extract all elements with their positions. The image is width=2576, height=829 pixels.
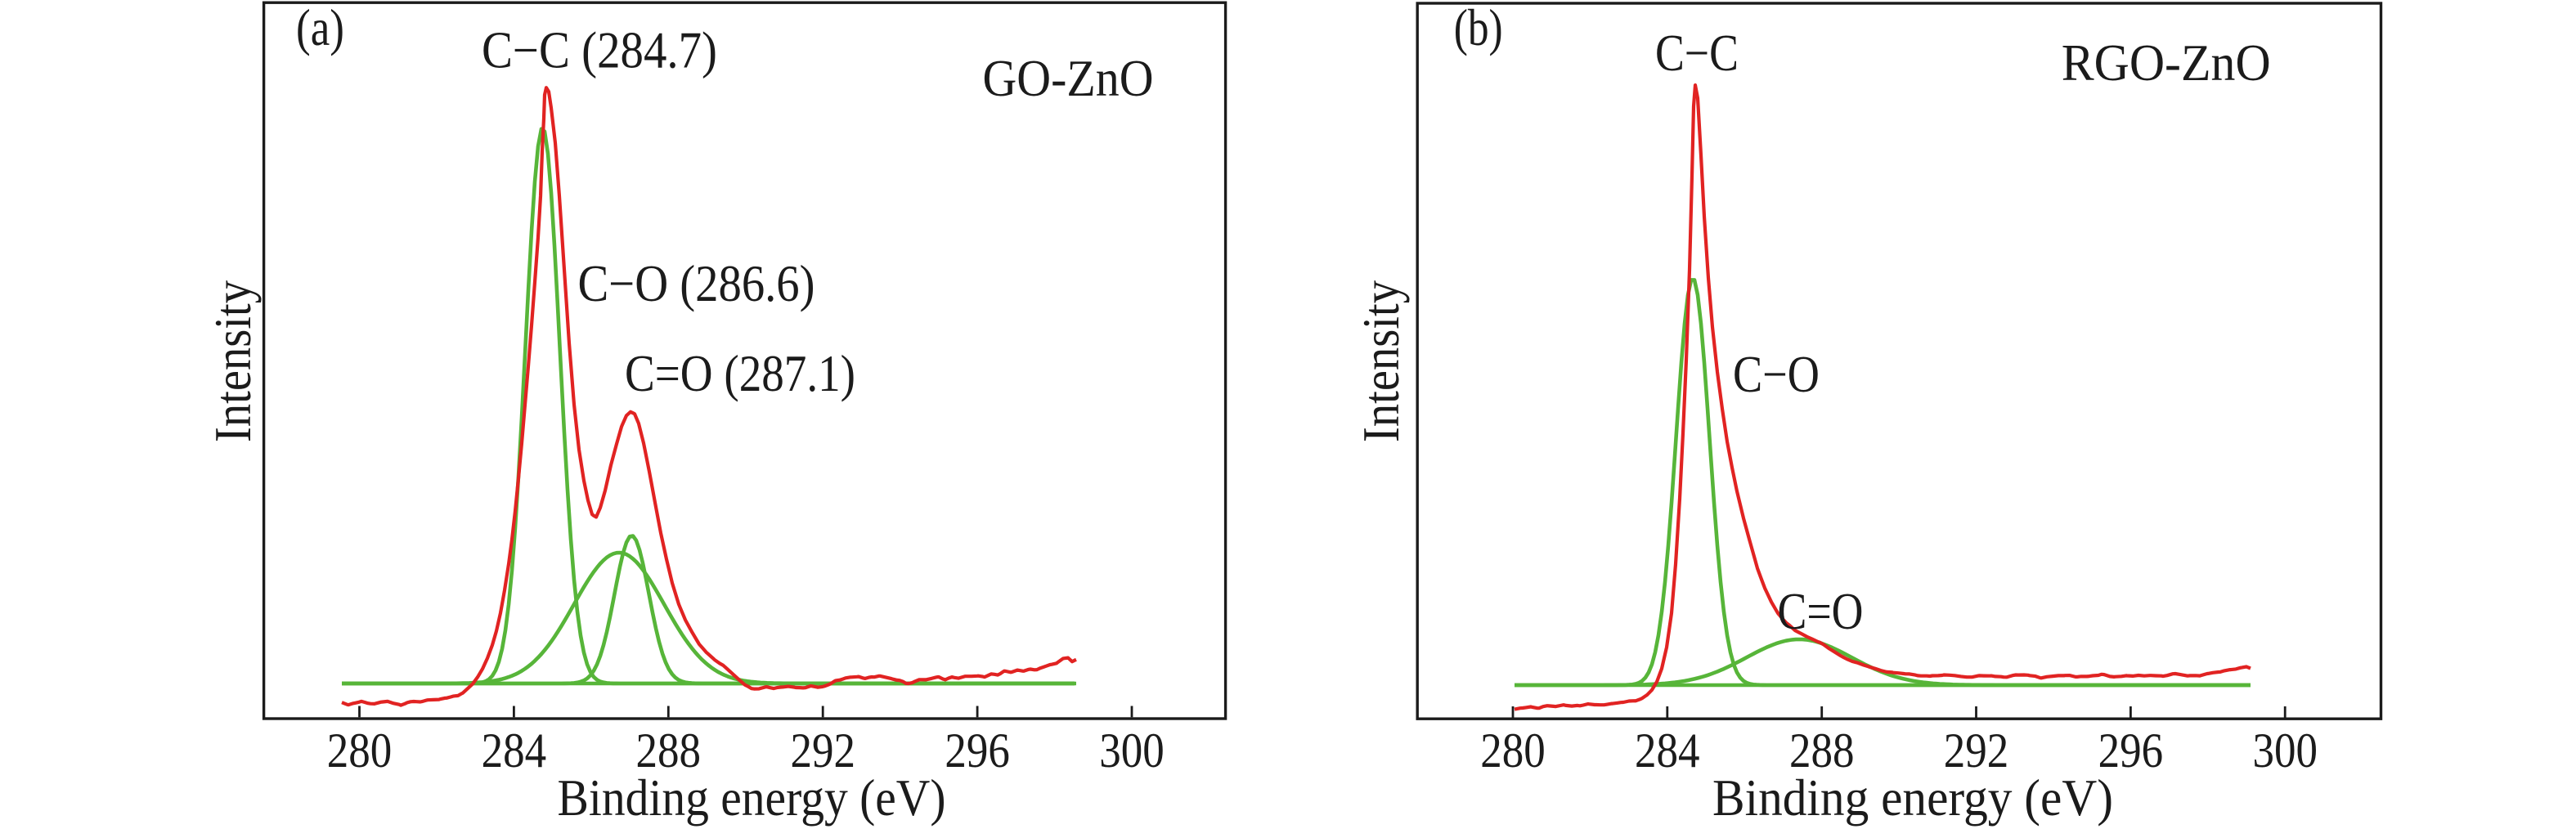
svg-text:292: 292	[1944, 724, 2009, 777]
svg-text:Intensity: Intensity	[204, 280, 262, 442]
svg-text:296: 296	[2098, 724, 2164, 777]
svg-text:(b): (b)	[1454, 0, 1503, 56]
svg-text:300: 300	[2252, 724, 2318, 777]
svg-text:RGO-ZnO: RGO-ZnO	[2062, 34, 2271, 92]
svg-text:(a): (a)	[296, 0, 344, 56]
svg-text:300: 300	[1099, 724, 1165, 777]
svg-text:C=O: C=O	[1778, 582, 1864, 640]
svg-text:C−O (286.6): C−O (286.6)	[578, 254, 815, 312]
svg-text:Intensity: Intensity	[1352, 280, 1410, 442]
svg-text:280: 280	[1480, 724, 1546, 777]
svg-text:288: 288	[1789, 724, 1855, 777]
svg-text:Binding energy (eV): Binding energy (eV)	[558, 769, 946, 827]
svg-text:C−C (284.7): C−C (284.7)	[482, 21, 717, 79]
svg-text:280: 280	[327, 724, 393, 777]
svg-text:GO-ZnO: GO-ZnO	[983, 49, 1154, 107]
svg-text:284: 284	[482, 724, 547, 777]
svg-text:288: 288	[636, 724, 702, 777]
svg-text:C−C: C−C	[1655, 24, 1739, 82]
svg-text:C−O: C−O	[1733, 345, 1820, 403]
svg-text:C=O (287.1): C=O (287.1)	[625, 344, 855, 402]
svg-text:292: 292	[790, 724, 855, 777]
svg-text:284: 284	[1635, 724, 1700, 777]
svg-text:Binding energy (eV): Binding energy (eV)	[1712, 769, 2113, 827]
svg-text:296: 296	[945, 724, 1010, 777]
